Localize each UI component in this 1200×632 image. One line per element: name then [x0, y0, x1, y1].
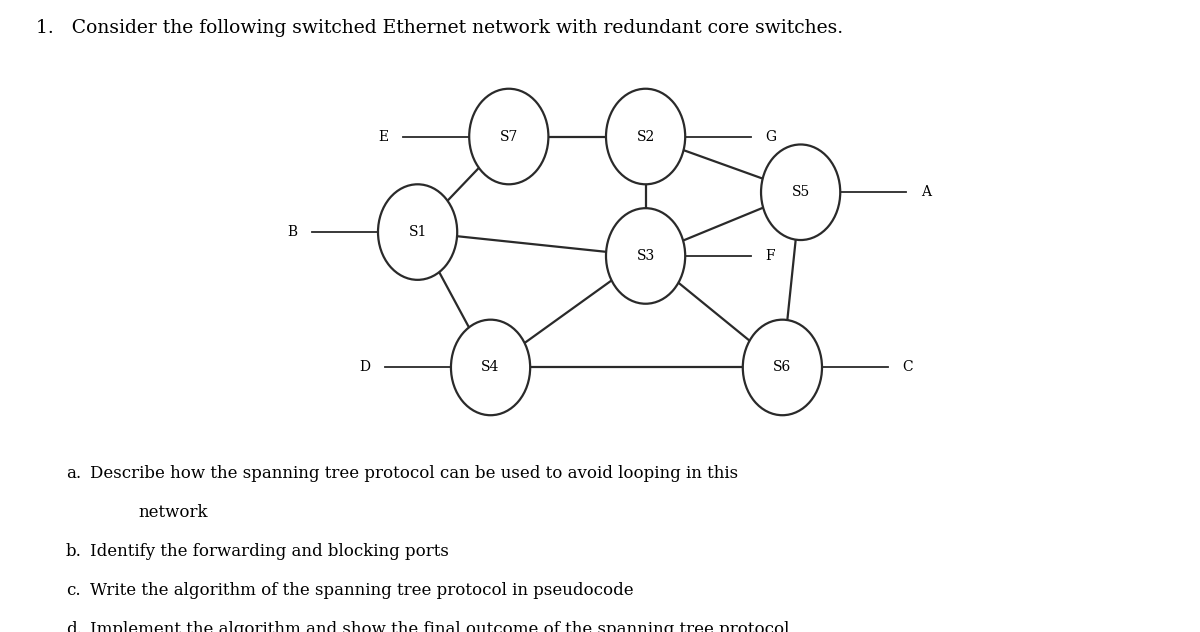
Text: S1: S1	[408, 225, 427, 239]
Text: Describe how the spanning tree protocol can be used to avoid looping in this: Describe how the spanning tree protocol …	[90, 465, 738, 482]
Ellipse shape	[606, 88, 685, 185]
Text: S5: S5	[792, 185, 810, 199]
Text: Identify the forwarding and blocking ports: Identify the forwarding and blocking por…	[90, 543, 449, 560]
Text: Write the algorithm of the spanning tree protocol in pseudocode: Write the algorithm of the spanning tree…	[90, 582, 634, 599]
Ellipse shape	[606, 208, 685, 304]
Text: S3: S3	[636, 249, 655, 263]
Text: D: D	[360, 360, 371, 374]
Text: S6: S6	[773, 360, 792, 374]
Ellipse shape	[451, 320, 530, 415]
Text: Implement the algorithm and show the final outcome of the spanning tree protocol: Implement the algorithm and show the fin…	[90, 621, 790, 632]
Text: d.: d.	[66, 621, 82, 632]
Text: 1.   Consider the following switched Ethernet network with redundant core switch: 1. Consider the following switched Ether…	[36, 19, 844, 37]
Ellipse shape	[743, 320, 822, 415]
Text: B: B	[288, 225, 298, 239]
Text: G: G	[766, 130, 776, 143]
Text: S7: S7	[499, 130, 518, 143]
Text: S4: S4	[481, 360, 499, 374]
Text: a.: a.	[66, 465, 82, 482]
Ellipse shape	[469, 88, 548, 185]
Text: S2: S2	[636, 130, 655, 143]
Text: c.: c.	[66, 582, 80, 599]
Text: E: E	[379, 130, 389, 143]
Text: network: network	[138, 504, 208, 521]
Ellipse shape	[761, 145, 840, 240]
Text: C: C	[902, 360, 913, 374]
Text: b.: b.	[66, 543, 82, 560]
Text: A: A	[920, 185, 931, 199]
Ellipse shape	[378, 185, 457, 280]
Text: F: F	[766, 249, 775, 263]
